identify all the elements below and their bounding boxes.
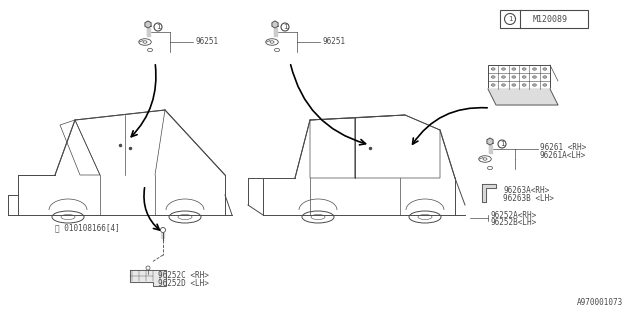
Text: 96263A<RH>: 96263A<RH> — [503, 186, 549, 195]
Ellipse shape — [522, 68, 526, 70]
Ellipse shape — [532, 68, 536, 70]
Polygon shape — [145, 21, 151, 28]
Text: 1: 1 — [500, 141, 504, 147]
Ellipse shape — [502, 84, 506, 86]
Bar — [488, 65, 550, 89]
Ellipse shape — [502, 76, 506, 78]
Text: Ⓑ 010108166[4]: Ⓑ 010108166[4] — [55, 223, 120, 233]
Ellipse shape — [512, 68, 516, 70]
Text: 96251: 96251 — [195, 36, 218, 45]
Ellipse shape — [532, 76, 536, 78]
Ellipse shape — [512, 84, 516, 86]
Text: 96261A<LH>: 96261A<LH> — [540, 150, 586, 159]
Ellipse shape — [491, 84, 495, 86]
Ellipse shape — [543, 84, 547, 86]
Ellipse shape — [543, 68, 547, 70]
Text: M120089: M120089 — [532, 14, 568, 23]
Text: 96252D <LH>: 96252D <LH> — [158, 278, 209, 287]
Text: 96252B<LH>: 96252B<LH> — [490, 218, 536, 227]
Polygon shape — [482, 184, 496, 202]
Ellipse shape — [543, 76, 547, 78]
Polygon shape — [487, 138, 493, 145]
Text: 96252A<RH>: 96252A<RH> — [490, 211, 536, 220]
Ellipse shape — [512, 76, 516, 78]
Bar — [488, 145, 492, 153]
Text: 1: 1 — [508, 16, 512, 22]
Ellipse shape — [522, 84, 526, 86]
Bar — [273, 28, 276, 36]
Polygon shape — [130, 270, 166, 286]
Text: 1: 1 — [283, 24, 287, 30]
Text: 96251: 96251 — [322, 36, 345, 45]
Text: 96263B <LH>: 96263B <LH> — [503, 194, 554, 203]
Polygon shape — [272, 21, 278, 28]
Bar — [147, 28, 150, 36]
Ellipse shape — [491, 76, 495, 78]
Text: 96261 <RH>: 96261 <RH> — [540, 142, 586, 151]
Ellipse shape — [522, 76, 526, 78]
Bar — [500, 10, 588, 28]
Ellipse shape — [532, 84, 536, 86]
Ellipse shape — [502, 68, 506, 70]
Polygon shape — [488, 89, 558, 105]
Text: A970001073: A970001073 — [577, 298, 623, 307]
Text: 1: 1 — [156, 24, 160, 30]
Text: 96252C <RH>: 96252C <RH> — [158, 270, 209, 279]
Ellipse shape — [491, 68, 495, 70]
